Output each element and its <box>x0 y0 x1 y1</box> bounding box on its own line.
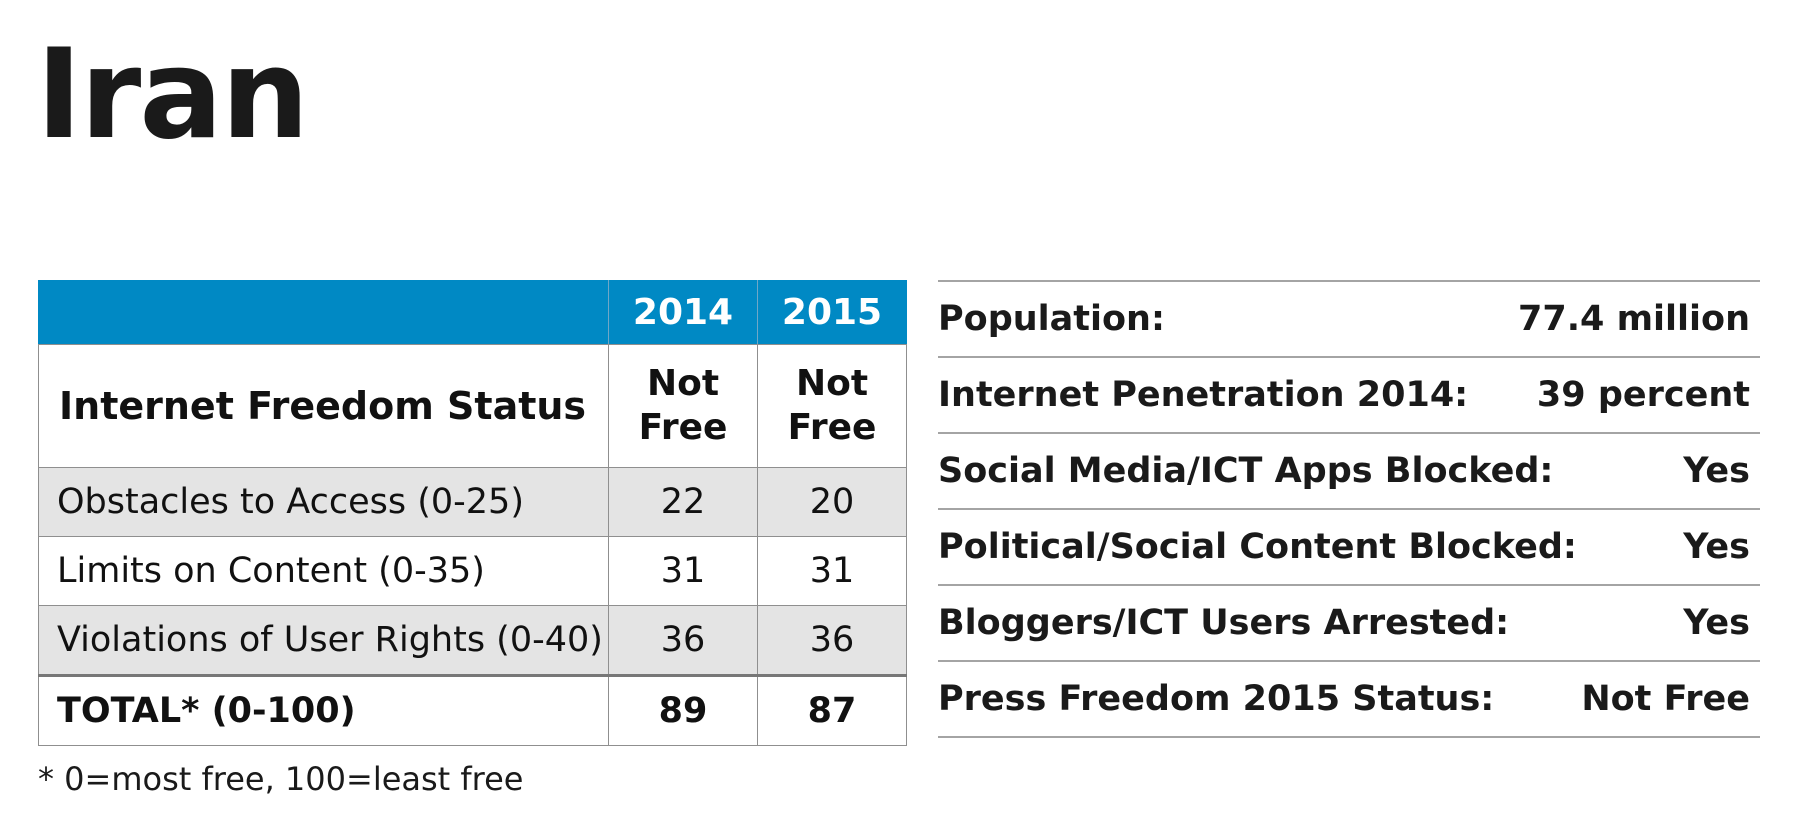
country-facts-list: Population: 77.4 million Internet Penetr… <box>938 280 1760 738</box>
fact-value: Not Free <box>1581 679 1750 719</box>
score-2015: 36 <box>757 605 907 676</box>
status-row: Internet Freedom Status Not Free Not Fre… <box>38 344 907 468</box>
table-row-total: TOTAL* (0-100) 89 87 <box>38 674 907 746</box>
table-row-limits: Limits on Content (0-35) 31 31 <box>38 536 907 606</box>
table-header-row: 2014 2015 <box>38 280 907 345</box>
status-2014: Not Free <box>608 344 758 468</box>
fact-label: Social Media/ICT Apps Blocked: <box>938 451 1554 491</box>
total-2014: 89 <box>608 674 758 746</box>
total-2015: 87 <box>757 674 907 746</box>
category-label: Obstacles to Access (0-25) <box>38 467 609 537</box>
fact-label: Bloggers/ICT Users Arrested: <box>938 603 1510 643</box>
status-label: Internet Freedom Status <box>38 344 609 468</box>
table-row-violations: Violations of User Rights (0-40) 36 36 <box>38 605 907 676</box>
status-2014-line1: Not <box>646 363 720 404</box>
fact-row-population: Population: 77.4 million <box>938 282 1760 358</box>
header-year-2015: 2015 <box>757 280 907 345</box>
score-2014: 22 <box>608 467 758 537</box>
fact-label: Internet Penetration 2014: <box>938 375 1469 415</box>
fact-label: Press Freedom 2015 Status: <box>938 679 1495 719</box>
total-label: TOTAL* (0-100) <box>38 674 609 746</box>
score-2014: 31 <box>608 536 758 606</box>
fact-value: Yes <box>1683 451 1750 491</box>
page-title: Iran <box>36 23 309 167</box>
fact-value: Yes <box>1683 527 1750 567</box>
category-label: Violations of User Rights (0-40) <box>38 605 609 676</box>
fact-value: 77.4 million <box>1518 299 1750 339</box>
score-2014: 36 <box>608 605 758 676</box>
category-label: Limits on Content (0-35) <box>38 536 609 606</box>
header-year-2014: 2014 <box>608 280 758 345</box>
fact-value: Yes <box>1683 603 1750 643</box>
status-2014-line2: Free <box>638 407 728 448</box>
fact-row-bloggers-arrested: Bloggers/ICT Users Arrested: Yes <box>938 586 1760 662</box>
fact-label: Population: <box>938 299 1165 339</box>
status-2015-line1: Not <box>795 363 869 404</box>
score-2015: 20 <box>757 467 907 537</box>
fact-label: Political/Social Content Blocked: <box>938 527 1577 567</box>
score-2015: 31 <box>757 536 907 606</box>
fact-row-political-content-blocked: Political/Social Content Blocked: Yes <box>938 510 1760 586</box>
fact-row-internet-penetration: Internet Penetration 2014: 39 percent <box>938 358 1760 434</box>
header-blank-cell <box>38 280 609 345</box>
fact-value: 39 percent <box>1536 375 1750 415</box>
footnote: * 0=most free, 100=least free <box>38 760 524 798</box>
status-2015: Not Free <box>757 344 907 468</box>
fact-row-press-freedom: Press Freedom 2015 Status: Not Free <box>938 662 1760 738</box>
table-row-obstacles: Obstacles to Access (0-25) 22 20 <box>38 467 907 537</box>
status-2015-line2: Free <box>787 407 877 448</box>
freedom-score-table: 2014 2015 Internet Freedom Status Not Fr… <box>38 280 907 746</box>
fact-row-social-media-blocked: Social Media/ICT Apps Blocked: Yes <box>938 434 1760 510</box>
